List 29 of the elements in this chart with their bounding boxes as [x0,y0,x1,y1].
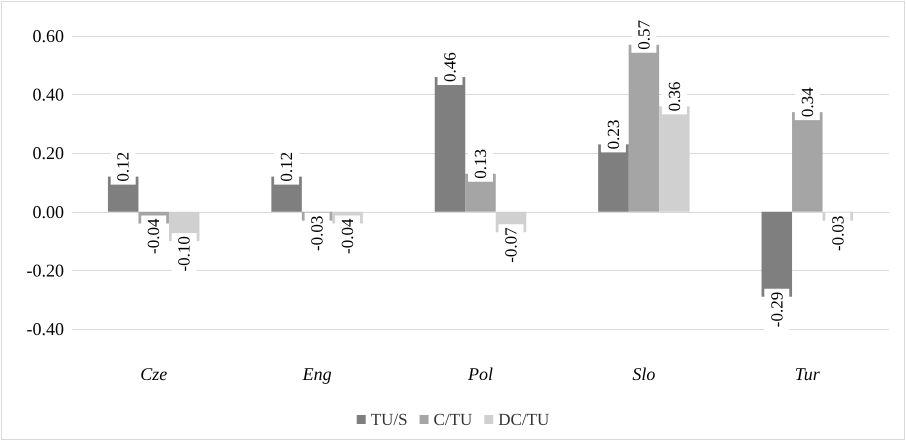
data-label: 0.34 [798,86,817,118]
legend-label: DC/TU [498,410,550,429]
y-tick-label: 0.60 [32,26,64,46]
x-tick-label: Tur [794,364,821,384]
data-label: 0.46 [440,52,460,82]
data-label: -0.10 [174,236,194,272]
x-tick-label: Pol [467,364,493,384]
data-label: -0.29 [767,292,786,328]
x-tick-label: Eng [302,364,332,384]
y-tick-label: -0.20 [26,260,64,280]
y-tick-label: 0.00 [32,202,64,222]
data-label: -0.07 [502,226,520,263]
data-label: 0.12 [114,152,133,182]
data-label: 0.12 [277,152,296,182]
legend-label: C/TU [434,410,472,429]
data-label: 0.13 [471,148,490,179]
legend-label: TU/S [370,410,408,429]
y-tick-label: -0.40 [26,319,64,339]
x-tick-label: Cze [140,364,168,384]
data-label: -0.03 [308,216,327,252]
data-label: -0.04 [338,218,358,254]
data-label: 0.57 [634,20,654,50]
y-tick-label: 0.40 [32,84,64,105]
data-label: -0.04 [144,218,164,254]
y-tick-label: 0.20 [32,143,64,164]
data-label: -0.03 [828,216,848,252]
x-tick-label: Slo [632,364,656,384]
data-label: 0.36 [664,82,684,112]
data-label: 0.23 [604,120,623,150]
